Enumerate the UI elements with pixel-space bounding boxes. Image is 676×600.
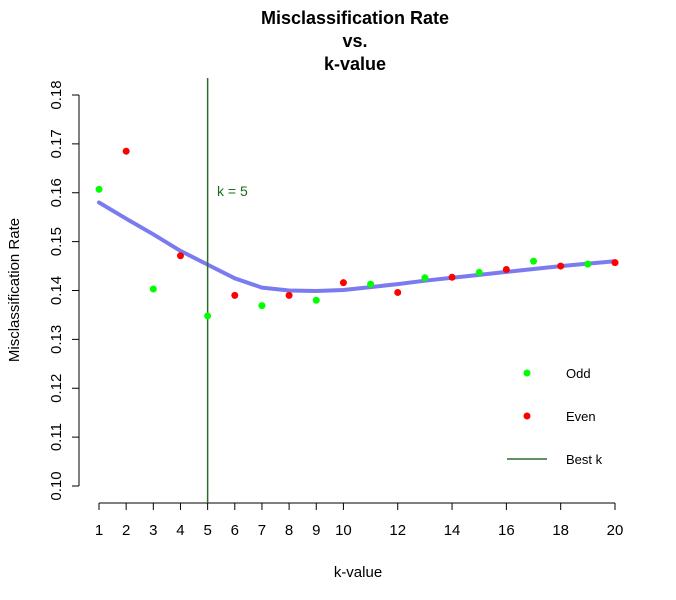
data-point-even xyxy=(176,252,184,260)
x-axis-label: k-value xyxy=(334,564,382,581)
y-ticks: 0.10 0.11 0.12 0.13 0.14 0.15 0.16 0.17 0.18 xyxy=(48,80,79,501)
y-tick-label: 0.15 xyxy=(48,227,65,256)
x-tick-label: 3 xyxy=(149,522,157,539)
data-point-even xyxy=(339,279,347,287)
x-ticks: 1 2 3 4 5 6 7 8 9 10 12 14 16 18 20 xyxy=(95,503,624,539)
data-point-even xyxy=(502,265,510,273)
y-tick-label: 0.17 xyxy=(48,129,65,158)
x-tick-label: 1 xyxy=(95,522,103,539)
x-tick-label: 16 xyxy=(498,522,515,539)
legend-label-best-k: Best k xyxy=(566,452,603,467)
legend-label-even: Even xyxy=(566,409,596,424)
best-k-annotation: k = 5 xyxy=(217,183,248,199)
chart-title-line-3: k-value xyxy=(324,54,386,74)
y-tick-label: 0.16 xyxy=(48,178,65,207)
data-point-odd xyxy=(258,302,266,310)
data-point-even xyxy=(611,259,619,267)
y-tick-label: 0.11 xyxy=(48,423,65,451)
legend-marker-odd xyxy=(523,369,531,377)
legend-label-odd: Odd xyxy=(566,366,591,381)
legend-marker-even xyxy=(523,412,531,420)
chart-title-line-1: Misclassification Rate xyxy=(261,8,449,28)
data-point-even xyxy=(448,273,456,281)
data-point-odd xyxy=(530,257,538,265)
data-point-even xyxy=(394,288,402,296)
x-tick-label: 4 xyxy=(176,522,184,539)
y-tick-label: 0.12 xyxy=(48,374,65,403)
y-tick-label: 0.13 xyxy=(48,325,65,354)
data-point-even xyxy=(285,291,293,299)
x-tick-label: 10 xyxy=(335,522,352,539)
data-point-odd xyxy=(149,285,157,293)
plot-marks xyxy=(95,78,619,503)
x-tick-label: 8 xyxy=(285,522,293,539)
data-point-odd xyxy=(584,260,592,268)
chart-title: Misclassification Rate vs. k-value xyxy=(261,8,449,74)
data-point-odd xyxy=(475,268,483,276)
x-tick-label: 14 xyxy=(444,522,461,539)
x-tick-label: 18 xyxy=(552,522,569,539)
x-tick-label: 20 xyxy=(607,522,624,539)
data-point-odd xyxy=(95,185,103,193)
data-point-odd xyxy=(421,274,429,282)
x-tick-label: 5 xyxy=(203,522,211,539)
x-tick-label: 12 xyxy=(389,522,406,539)
data-point-even xyxy=(231,291,239,299)
x-tick-label: 2 xyxy=(122,522,130,539)
x-tick-label: 7 xyxy=(258,522,266,539)
data-point-odd xyxy=(312,296,320,304)
x-tick-label: 6 xyxy=(231,522,239,539)
data-point-odd xyxy=(367,280,375,288)
data-point-odd xyxy=(204,312,212,320)
x-tick-label: 9 xyxy=(312,522,320,539)
y-tick-label: 0.10 xyxy=(48,471,65,500)
chart-title-line-2: vs. xyxy=(342,31,367,51)
smooth-trend-line xyxy=(97,200,617,293)
legend: Odd Even Best k xyxy=(507,366,603,467)
data-point-even xyxy=(122,147,130,155)
y-axis-label: Misclassification Rate xyxy=(6,218,23,362)
data-point-even xyxy=(557,262,565,270)
y-tick-label: 0.14 xyxy=(48,276,65,305)
y-tick-label: 0.18 xyxy=(48,80,65,109)
